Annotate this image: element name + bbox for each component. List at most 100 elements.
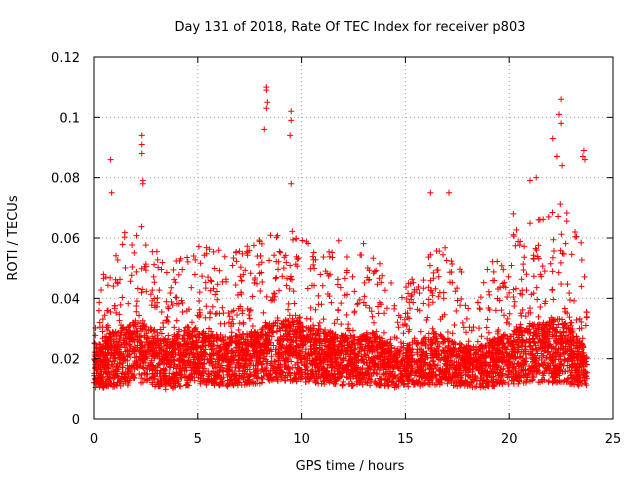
data-point xyxy=(454,285,461,292)
data-point xyxy=(466,373,473,380)
data-point xyxy=(162,383,169,390)
data-point xyxy=(357,357,364,364)
data-point xyxy=(279,368,286,375)
data-point xyxy=(327,271,334,278)
data-point xyxy=(408,349,415,356)
data-point xyxy=(138,289,145,296)
data-point xyxy=(477,348,484,355)
data-point xyxy=(545,377,552,384)
data-point xyxy=(201,378,208,385)
data-point xyxy=(409,345,416,352)
data-point xyxy=(133,298,140,305)
data-point xyxy=(197,375,204,382)
data-point xyxy=(478,333,485,340)
data-point xyxy=(323,331,330,338)
data-point xyxy=(577,372,584,379)
data-point xyxy=(171,347,178,354)
data-point xyxy=(286,312,293,319)
data-point xyxy=(246,311,253,318)
data-point xyxy=(219,352,226,359)
data-point xyxy=(430,269,437,276)
data-point xyxy=(319,282,326,289)
data-point xyxy=(425,330,432,337)
data-point xyxy=(405,290,412,297)
data-point xyxy=(505,273,512,280)
data-point xyxy=(121,339,128,346)
data-point xyxy=(562,320,569,327)
data-point xyxy=(122,375,129,382)
data-point xyxy=(433,335,440,342)
data-point xyxy=(245,340,252,347)
data-point xyxy=(321,368,328,375)
data-point xyxy=(411,372,418,379)
data-point xyxy=(312,306,319,313)
data-point xyxy=(365,354,372,361)
data-point xyxy=(223,278,230,285)
data-point xyxy=(160,324,167,331)
data-point xyxy=(326,337,333,344)
data-point xyxy=(404,350,411,357)
data-point xyxy=(108,361,115,368)
data-point xyxy=(547,260,554,267)
data-point xyxy=(338,300,345,307)
data-point xyxy=(270,322,277,329)
data-point xyxy=(146,366,153,373)
data-point xyxy=(504,315,511,322)
data-point xyxy=(262,344,269,351)
data-point xyxy=(248,355,255,362)
data-point xyxy=(169,340,176,347)
data-point xyxy=(99,316,106,323)
data-point xyxy=(285,318,292,325)
data-point xyxy=(403,295,410,302)
data-point xyxy=(500,341,507,348)
data-point xyxy=(498,307,505,314)
data-point xyxy=(236,248,243,255)
data-point xyxy=(452,288,459,295)
data-point xyxy=(356,348,363,355)
data-point xyxy=(266,257,273,264)
data-point xyxy=(321,354,328,361)
data-point xyxy=(110,283,117,290)
data-point xyxy=(187,361,194,368)
data-point xyxy=(368,308,375,315)
data-point xyxy=(119,241,126,248)
data-point xyxy=(328,367,335,374)
data-point xyxy=(404,364,411,371)
data-point xyxy=(107,375,114,382)
data-point xyxy=(535,326,542,333)
data-point xyxy=(263,322,270,329)
data-point xyxy=(562,348,569,355)
data-point xyxy=(152,364,159,371)
data-point xyxy=(181,374,188,381)
data-point xyxy=(126,334,133,341)
data-point xyxy=(274,317,281,324)
data-point xyxy=(118,327,125,334)
data-point xyxy=(328,299,335,306)
data-point xyxy=(317,271,324,278)
data-point xyxy=(284,337,291,344)
data-point xyxy=(212,358,219,365)
data-point xyxy=(186,354,193,361)
data-point xyxy=(273,234,280,241)
data-point xyxy=(284,336,291,343)
data-point xyxy=(233,258,240,265)
data-point xyxy=(492,307,499,314)
data-point xyxy=(312,331,319,338)
data-point xyxy=(438,379,445,386)
data-point xyxy=(104,381,111,388)
data-point xyxy=(532,325,539,332)
data-point xyxy=(158,347,165,354)
data-point xyxy=(340,355,347,362)
data-point xyxy=(530,273,537,280)
data-point xyxy=(184,254,191,261)
data-point xyxy=(513,373,520,380)
data-point xyxy=(497,284,504,291)
data-point xyxy=(206,371,213,378)
data-point xyxy=(272,275,279,282)
data-point xyxy=(131,350,138,357)
data-point xyxy=(300,341,307,348)
data-point xyxy=(470,324,477,331)
data-point xyxy=(165,304,172,311)
data-point xyxy=(580,352,587,359)
data-point xyxy=(516,377,523,384)
